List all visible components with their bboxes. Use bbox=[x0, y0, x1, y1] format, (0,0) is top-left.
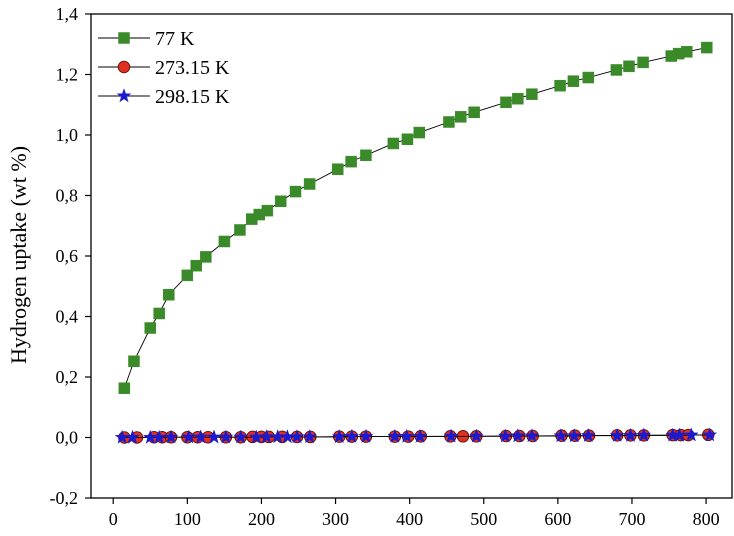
y-tick-label: 0,6 bbox=[56, 246, 79, 266]
data-point bbox=[218, 429, 234, 444]
series-1 bbox=[118, 41, 713, 394]
data-point bbox=[118, 382, 131, 394]
y-tick-label: 0,0 bbox=[56, 428, 79, 448]
series-3 bbox=[114, 427, 718, 444]
data-point bbox=[702, 427, 718, 442]
data-point bbox=[387, 137, 400, 150]
x-tick-label: 100 bbox=[174, 509, 201, 529]
data-point bbox=[455, 111, 467, 123]
data-point bbox=[125, 429, 140, 444]
data-point bbox=[623, 60, 635, 73]
data-point bbox=[193, 429, 209, 444]
data-point bbox=[289, 185, 302, 198]
data-point bbox=[181, 269, 194, 282]
data-point bbox=[500, 96, 512, 109]
data-point bbox=[302, 429, 318, 444]
x-tick-label: 400 bbox=[396, 509, 423, 529]
data-point bbox=[234, 224, 246, 236]
legend-label: 273.15 K bbox=[155, 57, 230, 79]
data-point bbox=[637, 56, 649, 69]
data-point bbox=[554, 79, 566, 92]
data-point bbox=[497, 428, 513, 443]
data-point bbox=[261, 204, 274, 217]
data-point bbox=[401, 133, 414, 145]
data-point bbox=[190, 259, 202, 272]
y-tick-label: 1,2 bbox=[56, 65, 79, 85]
data-point bbox=[566, 428, 582, 443]
data-point bbox=[128, 355, 140, 368]
data-point bbox=[344, 428, 360, 443]
legend-label: 77 K bbox=[155, 28, 195, 50]
legend-marker bbox=[118, 32, 130, 44]
data-point bbox=[412, 428, 428, 443]
data-point bbox=[360, 149, 372, 162]
data-point bbox=[163, 429, 179, 444]
data-point bbox=[289, 429, 305, 444]
data-point bbox=[153, 307, 165, 320]
data-point bbox=[609, 427, 625, 442]
data-point bbox=[553, 428, 569, 443]
y-tick-label: -0,2 bbox=[50, 488, 79, 508]
data-series bbox=[114, 41, 718, 444]
y-tick-label: 1,4 bbox=[56, 4, 79, 24]
data-point bbox=[526, 88, 538, 100]
data-point bbox=[582, 71, 594, 84]
data-point bbox=[567, 75, 580, 87]
data-point bbox=[345, 155, 357, 168]
legend-item: 298.15 K bbox=[98, 86, 230, 108]
data-point bbox=[683, 427, 699, 442]
data-point bbox=[218, 235, 231, 248]
legend-item: 77 K bbox=[98, 28, 195, 50]
x-tick-label: 600 bbox=[544, 509, 571, 529]
legend-marker bbox=[116, 88, 132, 103]
data-point bbox=[468, 106, 480, 119]
data-point bbox=[233, 429, 249, 444]
data-point bbox=[443, 116, 455, 128]
data-point bbox=[332, 163, 344, 175]
data-point bbox=[510, 428, 526, 443]
x-tick-label: 0 bbox=[109, 509, 118, 529]
data-point bbox=[399, 428, 415, 443]
y-tick-label: 0,8 bbox=[56, 186, 79, 206]
legend-item: 273.15 K bbox=[98, 57, 230, 79]
data-point bbox=[681, 46, 693, 58]
legend-marker bbox=[117, 60, 131, 74]
y-tick-label: 0,4 bbox=[56, 307, 79, 327]
data-point bbox=[274, 195, 287, 207]
data-point bbox=[303, 178, 316, 190]
data-point bbox=[358, 428, 374, 443]
data-point bbox=[163, 288, 175, 301]
data-point bbox=[636, 427, 652, 442]
data-point bbox=[580, 427, 596, 442]
y-tick-label: 0,2 bbox=[56, 367, 79, 387]
data-point bbox=[701, 41, 713, 54]
x-tick-label: 700 bbox=[618, 509, 645, 529]
data-point bbox=[512, 92, 524, 105]
data-point bbox=[331, 429, 347, 444]
legend: 77 K 273.15 K 298.15 K bbox=[98, 28, 230, 108]
data-point bbox=[413, 126, 426, 139]
x-tick-label: 300 bbox=[322, 509, 349, 529]
y-tick-label: 1,0 bbox=[56, 125, 79, 145]
data-point bbox=[144, 322, 157, 334]
x-tick-label: 500 bbox=[470, 509, 497, 529]
data-point bbox=[200, 251, 212, 263]
axis-ticks: 0 100 200 300 400 500 600 700 800 -0,2 0,0 0,2 0,4 0,… bbox=[50, 4, 720, 529]
data-point bbox=[623, 427, 638, 442]
data-point bbox=[524, 428, 540, 443]
x-tick-label: 200 bbox=[248, 509, 275, 529]
data-point bbox=[468, 428, 484, 443]
data-point bbox=[443, 428, 459, 443]
legend-label: 298.15 K bbox=[155, 86, 230, 108]
y-axis-label: Hydrogen uptake (wt %) bbox=[6, 146, 31, 364]
data-point bbox=[610, 64, 623, 76]
x-tick-label: 800 bbox=[693, 509, 720, 529]
